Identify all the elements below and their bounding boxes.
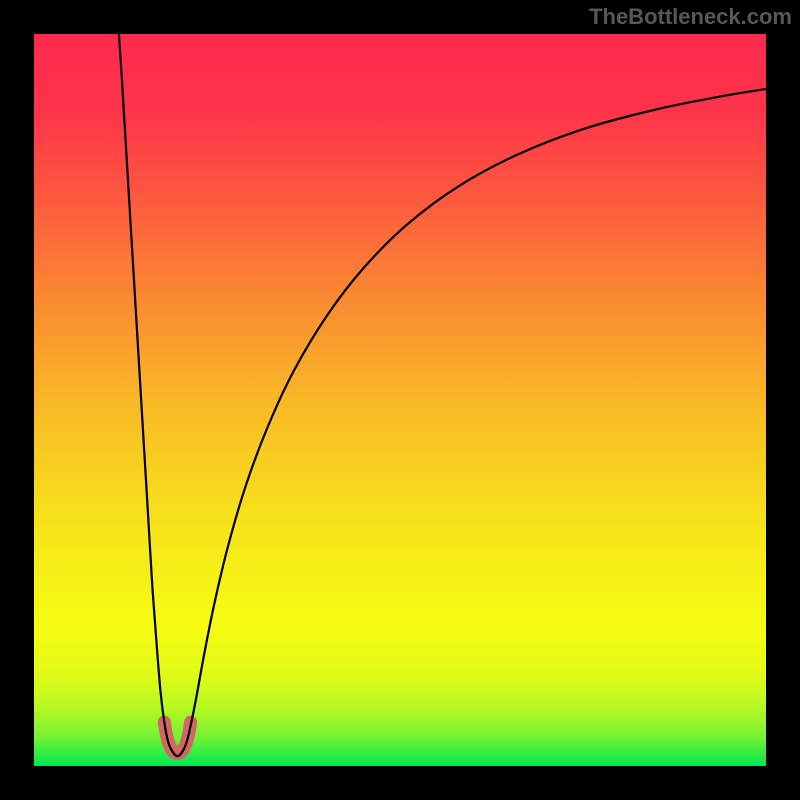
watermark-text: TheBottleneck.com xyxy=(589,4,792,30)
chart-frame xyxy=(0,0,800,800)
